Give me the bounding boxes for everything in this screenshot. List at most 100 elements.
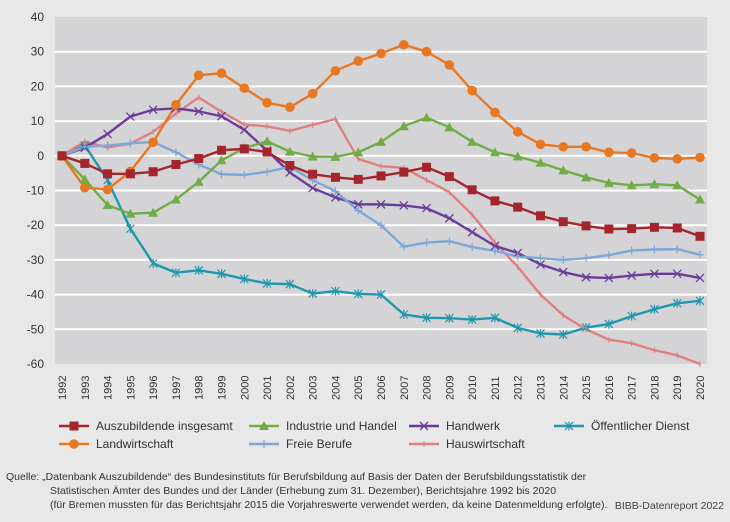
- data-point-auszubildende-insgesamt: [285, 161, 295, 171]
- data-point-freie-berufe: [171, 148, 180, 157]
- x-tick-label: 2010: [467, 376, 479, 400]
- data-point-oeffentlicher-dienst: [467, 315, 477, 325]
- data-point-landwirtschaft: [330, 65, 341, 76]
- data-point-auszubildende-insgesamt: [422, 162, 432, 172]
- data-point-freie-berufe: [263, 167, 272, 176]
- data-point-oeffentlicher-dienst: [672, 298, 682, 308]
- data-point-oeffentlicher-dienst: [148, 258, 158, 268]
- data-point-handwerk: [558, 267, 568, 277]
- data-point-landwirtschaft: [695, 152, 705, 163]
- data-point-oeffentlicher-dienst: [262, 278, 272, 288]
- x-tick-label: 2016: [604, 376, 616, 400]
- data-point-industrie-und-handel: [626, 180, 637, 190]
- data-point-landwirtschaft: [604, 147, 614, 158]
- legend-marker-oeffentlicher-dienst: [564, 421, 574, 431]
- data-point-freie-berufe: [399, 242, 408, 251]
- data-point-landwirtschaft: [79, 182, 90, 193]
- data-point-handwerk: [627, 271, 637, 280]
- x-tick-label: 1997: [171, 376, 183, 400]
- data-point-industrie-und-handel: [79, 174, 90, 184]
- legend-swatch-freie-berufe: [249, 440, 279, 448]
- data-point-oeffentlicher-dienst: [217, 269, 226, 279]
- data-point-auszubildende-insgesamt: [239, 144, 249, 154]
- data-point-landwirtschaft: [239, 83, 250, 93]
- data-point-industrie-und-handel: [512, 151, 523, 161]
- markers-auszubildende-insgesamt: [57, 144, 705, 241]
- y-tick-label: 30: [31, 45, 45, 59]
- data-point-freie-berufe: [582, 254, 591, 263]
- legend-item-landwirtschaft: Landwirtschaft: [58, 437, 173, 451]
- data-point-landwirtschaft: [262, 97, 272, 108]
- data-point-freie-berufe: [468, 243, 477, 252]
- legend-marker-industrie-und-handel: [259, 421, 269, 430]
- data-point-auszubildende-insgesamt: [672, 223, 682, 233]
- data-point-auszubildende-insgesamt: [57, 151, 67, 161]
- data-point-industrie-und-handel: [649, 179, 660, 189]
- legend-marker-freie-berufe: [260, 440, 268, 448]
- data-point-freie-berufe: [103, 141, 112, 150]
- data-point-oeffentlicher-dienst: [604, 319, 614, 329]
- data-point-freie-berufe: [445, 237, 454, 246]
- y-tick-label: -10: [27, 184, 45, 198]
- x-tick-label: 2020: [695, 376, 707, 400]
- data-point-landwirtschaft: [672, 154, 683, 164]
- data-point-auszubildende-insgesamt: [262, 147, 272, 157]
- data-point-oeffentlicher-dienst: [536, 328, 545, 338]
- data-point-auszubildende-insgesamt: [330, 172, 340, 182]
- data-point-handwerk: [444, 213, 454, 223]
- data-point-auszubildende-insgesamt: [103, 169, 113, 179]
- source-line-1: Quelle: „Datenbank Auszubildende“ des Bu…: [6, 471, 587, 483]
- data-point-handwerk: [125, 112, 135, 122]
- data-point-oeffentlicher-dienst: [444, 313, 454, 323]
- x-tick-label: 2018: [649, 376, 661, 400]
- data-point-landwirtschaft: [102, 184, 113, 195]
- data-point-oeffentlicher-dienst: [285, 279, 295, 289]
- data-point-freie-berufe: [331, 187, 340, 196]
- y-tick-label: 40: [31, 10, 45, 24]
- y-tick-label: -50: [27, 322, 45, 336]
- data-point-industrie-und-handel: [102, 200, 113, 210]
- legend-label: Handwerk: [446, 419, 501, 433]
- data-point-auszubildende-insgesamt: [513, 202, 523, 212]
- data-point-industrie-und-handel: [353, 147, 364, 157]
- x-tick-label: 2001: [262, 376, 274, 400]
- legend-swatch-industrie-und-handel: [249, 421, 279, 430]
- data-point-handwerk: [536, 259, 545, 269]
- data-point-landwirtschaft: [558, 141, 569, 152]
- data-point-landwirtschaft: [398, 39, 409, 50]
- y-tick-label: 20: [31, 79, 45, 93]
- legend-marker-handwerk: [419, 421, 429, 431]
- data-point-auszubildende-insgesamt: [171, 159, 181, 169]
- data-point-industrie-und-handel: [284, 146, 295, 156]
- data-point-auszubildende-insgesamt: [194, 154, 204, 164]
- data-point-industrie-und-handel: [376, 136, 386, 146]
- data-point-industrie-und-handel: [444, 122, 455, 132]
- data-point-industrie-und-handel: [672, 180, 683, 190]
- x-tick-label: 1996: [148, 376, 160, 400]
- data-point-freie-berufe: [559, 255, 568, 264]
- x-tick-label: 2014: [558, 376, 570, 400]
- data-point-handwerk: [103, 129, 113, 139]
- data-point-industrie-und-handel: [695, 194, 705, 204]
- data-point-auszubildende-insgesamt: [627, 224, 637, 234]
- x-axis: 1992 1993 1994 1995 1996 1997 1998 1999 2000 2001…: [57, 376, 707, 400]
- legend-swatch-auszubildende-insgesamt: [59, 421, 89, 431]
- x-tick-label: 2000: [239, 376, 251, 400]
- data-point-landwirtschaft: [216, 68, 227, 79]
- data-point-handwerk: [194, 106, 204, 116]
- data-point-auszubildende-insgesamt: [444, 172, 454, 182]
- data-point-landwirtschaft: [626, 148, 637, 158]
- data-point-landwirtschaft: [535, 139, 546, 150]
- source-line-2: Statistischen Ämter des Bundes und der L…: [50, 485, 557, 497]
- x-tick-label: 1993: [80, 376, 92, 400]
- data-point-auszubildende-insgesamt: [353, 174, 363, 184]
- source-line-3: (für Bremen mussten für das Berichtsjahr…: [50, 499, 608, 511]
- data-point-auszubildende-insgesamt: [467, 185, 477, 195]
- data-point-oeffentlicher-dienst: [650, 304, 659, 314]
- data-point-industrie-und-handel: [421, 112, 432, 122]
- legend-swatch-oeffentlicher-dienst: [554, 421, 584, 431]
- legend-swatch-hauswirtschaft: [409, 441, 439, 447]
- data-point-oeffentlicher-dienst: [399, 309, 409, 319]
- data-point-industrie-und-handel: [398, 121, 409, 131]
- data-point-landwirtschaft: [193, 70, 204, 81]
